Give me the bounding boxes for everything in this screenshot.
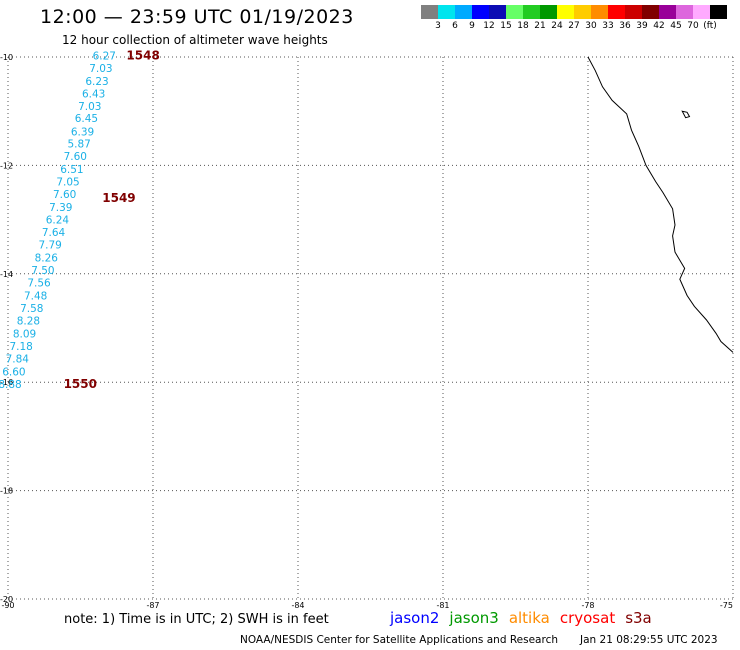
color-scale-label: 3 <box>435 21 441 31</box>
wave-height-value: 6.51 <box>60 164 83 176</box>
wave-height-value: 8.28 <box>17 315 40 327</box>
color-scale-label: 42 <box>653 21 665 31</box>
island-outline <box>681 110 691 119</box>
color-swatch <box>489 5 506 19</box>
latitude-tick-label: -12 <box>0 161 13 170</box>
color-scale-bar <box>421 5 727 19</box>
color-scale-label: 18 <box>517 21 529 31</box>
satellite-legend: jason2 jason3 altika cryosat s3a <box>390 609 662 627</box>
color-scale-label: 70 <box>687 21 699 31</box>
color-swatch <box>421 5 438 19</box>
wave-height-value: 6.23 <box>85 76 108 88</box>
wave-height-value: 6.39 <box>71 126 94 138</box>
pass-number-label: 1548 <box>126 48 159 62</box>
coastline <box>587 56 734 353</box>
color-scale-label: (ft) <box>703 21 717 31</box>
color-swatch <box>574 5 591 19</box>
color-scale-label: 39 <box>636 21 648 31</box>
color-scale-label: 6 <box>452 21 458 31</box>
legend-jason2: jason2 <box>390 609 440 627</box>
color-swatch <box>523 5 540 19</box>
wave-height-value: 6.27 <box>93 50 116 62</box>
wave-height-value: 7.39 <box>49 202 72 214</box>
wave-height-value: 7.79 <box>38 240 61 252</box>
units-note: note: 1) Time is in UTC; 2) SWH is in fe… <box>64 612 329 627</box>
color-swatch <box>676 5 693 19</box>
wave-height-value: 7.05 <box>56 177 79 189</box>
color-swatch <box>642 5 659 19</box>
pass-number-label: 1550 <box>64 377 97 391</box>
wave-height-value: 7.03 <box>89 63 112 75</box>
wave-height-value: 7.18 <box>9 341 32 353</box>
wave-height-value: 7.84 <box>6 353 30 365</box>
color-swatch <box>591 5 608 19</box>
wave-height-value: 6.60 <box>2 366 25 378</box>
pass-labels: 1548 1549 1550 <box>64 48 160 390</box>
longitude-tick-label: -78 <box>581 601 594 610</box>
color-swatch <box>608 5 625 19</box>
latitude-tick-label: -14 <box>0 270 13 279</box>
wave-height-value: 7.56 <box>27 277 51 289</box>
color-scale-label: 36 <box>619 21 631 31</box>
color-swatch <box>455 5 472 19</box>
color-scale-label: 33 <box>602 21 614 31</box>
wave-height-value: 7.60 <box>64 151 87 163</box>
longitude-tick-label: -90 <box>1 601 14 610</box>
latitude-tick-label: -20 <box>0 595 13 604</box>
color-scale-label: 9 <box>469 21 475 31</box>
map-grid <box>7 56 734 600</box>
wave-height-value: 6.45 <box>75 113 98 125</box>
credit-text: NOAA/NESDIS Center for Satellite Applica… <box>240 634 558 646</box>
latitude-tick-label: -16 <box>0 378 13 387</box>
color-scale-label: 12 <box>483 21 495 31</box>
wave-height-value: 7.50 <box>31 265 54 277</box>
color-scale-label: 27 <box>568 21 580 31</box>
longitude-tick-label: -84 <box>291 601 304 610</box>
wave-height-value: 8.88 <box>0 379 22 391</box>
color-swatch <box>625 5 642 19</box>
wave-height-value: 5.87 <box>67 139 90 151</box>
color-scale-label: 24 <box>551 21 563 31</box>
color-swatch <box>557 5 574 19</box>
color-swatch <box>506 5 523 19</box>
longitude-tick-label: -87 <box>146 601 159 610</box>
wave-height-value: 8.26 <box>35 253 59 265</box>
color-scale-label: 21 <box>534 21 546 31</box>
longitude-tick-label: -81 <box>436 601 449 610</box>
wave-height-value: 6.43 <box>82 88 105 100</box>
legend-s3a: s3a <box>625 609 652 627</box>
color-swatch <box>472 5 489 19</box>
color-swatch <box>693 5 710 19</box>
legend-jason3: jason3 <box>449 609 499 627</box>
wave-height-value: 7.64 <box>42 227 66 239</box>
color-swatch <box>438 5 455 19</box>
color-swatch <box>710 5 727 19</box>
pass-number-label: 1549 <box>102 191 135 205</box>
wave-height-value: 7.03 <box>78 101 101 113</box>
color-scale-label: 15 <box>500 21 512 31</box>
axis-ticks: -90 -87 -84 -81 -78 -75 -10 -12 -14 -16 -18 -20 <box>0 53 733 610</box>
latitude-tick-label: -18 <box>0 487 13 496</box>
wave-observations: 6.277.036.236.437.036.456.395.877.606.51… <box>0 50 116 390</box>
wave-height-value: 7.58 <box>20 303 43 315</box>
color-swatch <box>540 5 557 19</box>
color-scale-label: 45 <box>670 21 682 31</box>
color-scale-label: 30 <box>585 21 597 31</box>
wave-height-value: 7.48 <box>24 290 47 302</box>
latitude-tick-label: -10 <box>0 53 13 62</box>
legend-altika: altika <box>508 609 550 627</box>
legend-cryosat: cryosat <box>559 609 616 627</box>
coastline-path <box>587 56 734 353</box>
wave-height-value: 8.09 <box>13 328 36 340</box>
chart-subtitle: 12 hour collection of altimeter wave hei… <box>62 33 328 47</box>
timestamp: Jan 21 08:29:55 UTC 2023 <box>580 634 718 646</box>
wave-height-value: 7.60 <box>53 189 76 201</box>
color-swatch <box>659 5 676 19</box>
chart-title: 12:00 — 23:59 UTC 01/19/2023 <box>40 6 354 28</box>
longitude-tick-label: -75 <box>720 601 733 610</box>
wave-height-value: 6.24 <box>46 215 70 227</box>
